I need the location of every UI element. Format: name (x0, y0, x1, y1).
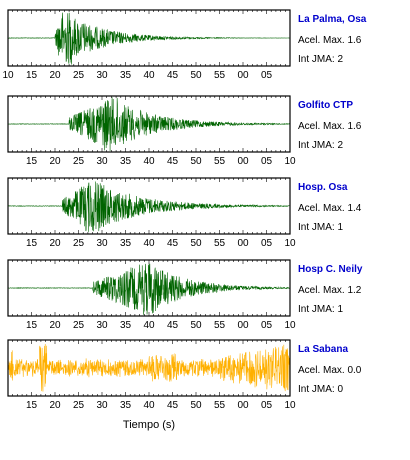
tick-label: 40 (143, 156, 155, 167)
tick-label: 45 (167, 238, 179, 249)
tick-label: 55 (214, 320, 226, 331)
jma-intensity: Int JMA: 1 (298, 304, 343, 315)
waveform-line (7, 263, 290, 315)
tick-label: 55 (214, 400, 226, 411)
tick-label: 25 (73, 70, 85, 81)
tick-label: 30 (96, 320, 108, 331)
tick-label: 40 (143, 320, 155, 331)
station-panel: 15 20 25 30 35 40 45 50 55 00 05 10 Hosp. Osa Acel. M… (7, 177, 362, 249)
tick-label: 10 (284, 320, 296, 331)
tick-label: 55 (214, 70, 226, 81)
tick-label: 10 (2, 70, 14, 81)
tick-label: 00 (237, 320, 249, 331)
tick-label: 45 (167, 320, 179, 331)
tick-label: 35 (120, 400, 132, 411)
tick-label: 05 (261, 156, 273, 167)
tick-label: 20 (49, 238, 61, 249)
tick-label: 50 (190, 400, 202, 411)
tick-label: 55 (214, 156, 226, 167)
station-panel: 15 20 25 30 35 40 45 50 55 00 05 10 Hosp C. Neily Ace… (7, 259, 363, 331)
station-panel: 15 20 25 30 35 40 45 50 55 00 05 10 Golfito CTP Acel.… (7, 95, 362, 167)
station-name: Golfito CTP (298, 100, 353, 111)
max-acceleration: Acel. Max. 1.4 (298, 203, 362, 214)
tick-label: 40 (143, 238, 155, 249)
waveform-line (7, 97, 290, 151)
max-acceleration: Acel. Max. 1.6 (298, 35, 362, 46)
station-panels: 10 15 20 25 30 35 40 45 50 55 00 05 La Palma, Osa Ace… (2, 9, 367, 411)
tick-label: 20 (49, 70, 61, 81)
tick-label: 35 (120, 320, 132, 331)
station-name: Hosp. Osa (298, 182, 348, 193)
tick-label: 15 (26, 156, 38, 167)
max-acceleration: Acel. Max. 0.0 (298, 365, 362, 376)
tick-label: 35 (120, 156, 132, 167)
tick-label: 10 (284, 156, 296, 167)
tick-label: 30 (96, 400, 108, 411)
tick-label: 15 (26, 400, 38, 411)
station-panel: 15 20 25 30 35 40 45 50 55 00 05 10 La Sabana Acel. M… (7, 339, 362, 411)
station-name: La Sabana (298, 344, 348, 355)
jma-intensity: Int JMA: 2 (298, 54, 343, 65)
tick-label: 50 (190, 320, 202, 331)
tick-label: 15 (26, 238, 38, 249)
station-panel: 10 15 20 25 30 35 40 45 50 55 00 05 La Palma, Osa Ace… (2, 9, 367, 81)
tick-label: 00 (237, 70, 249, 81)
tick-label: 00 (237, 238, 249, 249)
jma-intensity: Int JMA: 2 (298, 140, 343, 151)
tick-label: 45 (167, 156, 179, 167)
jma-intensity: Int JMA: 0 (298, 384, 343, 395)
station-name: Hosp C. Neily (298, 264, 363, 275)
tick-label: 20 (49, 320, 61, 331)
tick-label: 15 (26, 70, 38, 81)
tick-label: 00 (237, 156, 249, 167)
tick-label: 05 (261, 70, 273, 81)
tick-label: 50 (190, 70, 202, 81)
tick-label: 40 (143, 400, 155, 411)
tick-label: 05 (261, 238, 273, 249)
tick-label: 20 (49, 400, 61, 411)
tick-label: 25 (73, 238, 85, 249)
tick-label: 55 (214, 238, 226, 249)
tick-label: 50 (190, 156, 202, 167)
jma-intensity: Int JMA: 1 (298, 222, 343, 233)
tick-label: 45 (167, 400, 179, 411)
tick-label: 05 (261, 400, 273, 411)
station-name: La Palma, Osa (298, 14, 367, 25)
tick-label: 35 (120, 238, 132, 249)
tick-label: 30 (96, 70, 108, 81)
waveform-line (7, 344, 291, 392)
tick-label: 10 (284, 238, 296, 249)
tick-label: 25 (73, 320, 85, 331)
tick-label: 15 (26, 320, 38, 331)
waveform-line (7, 12, 290, 65)
max-acceleration: Acel. Max. 1.2 (298, 285, 362, 296)
tick-label: 30 (96, 238, 108, 249)
tick-label: 20 (49, 156, 61, 167)
tick-label: 25 (73, 400, 85, 411)
tick-label: 25 (73, 156, 85, 167)
tick-label: 30 (96, 156, 108, 167)
tick-label: 50 (190, 238, 202, 249)
tick-label: 45 (167, 70, 179, 81)
waveform-line (7, 181, 290, 232)
max-acceleration: Acel. Max. 1.6 (298, 121, 362, 132)
x-axis-label: Tiempo (s) (123, 419, 175, 431)
tick-label: 40 (143, 70, 155, 81)
tick-label: 35 (120, 70, 132, 81)
tick-label: 05 (261, 320, 273, 331)
tick-label: 00 (237, 400, 249, 411)
tick-label: 10 (284, 400, 296, 411)
